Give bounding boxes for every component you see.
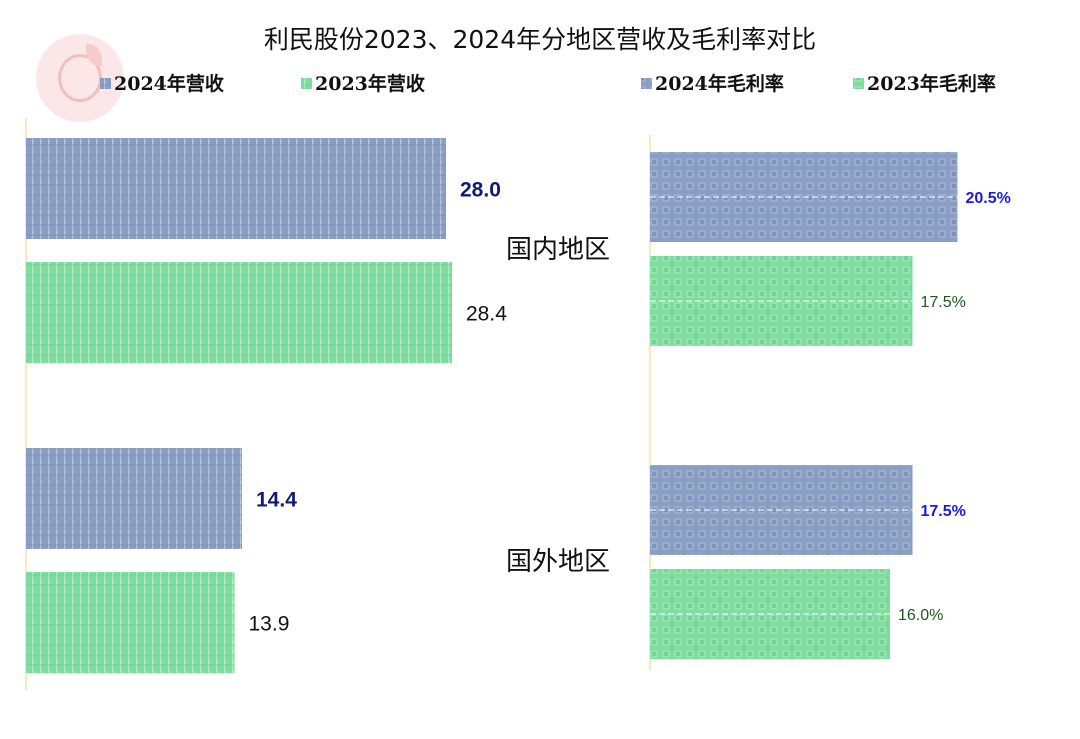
revenue-bar-2023-domestic (26, 262, 452, 363)
legend-label-gm-2023: 2023年毛利率 (867, 72, 996, 95)
legend-swatch-rev-2023 (301, 78, 312, 89)
chart-title: 利民股份2023、2024年分地区营收及毛利率对比 (264, 25, 816, 54)
revenue-bar-2023-overseas (26, 572, 235, 673)
margin-value-label-2024-domestic: 20.5% (966, 190, 1011, 207)
revenue-bars: 28.0 28.4 14.4 13.9 (26, 138, 507, 673)
margin-value-label-2024-overseas: 17.5% (921, 503, 966, 520)
margin-bars: 20.5% 17.5% 17.5% 16.0% (650, 152, 1011, 659)
revenue-value-label-2023-domestic: 28.4 (466, 303, 507, 326)
category-label-domestic: 国内地区 (506, 235, 610, 265)
category-label-overseas: 国外地区 (506, 547, 610, 577)
margin-value-label-2023-domestic: 17.5% (921, 294, 966, 311)
legend-swatch-rev-2024 (100, 78, 111, 89)
revenue-value-label-2024-overseas: 14.4 (256, 489, 297, 512)
legend-label-rev-2023: 2023年营收 (315, 72, 425, 95)
revenue-value-label-2023-overseas: 13.9 (249, 613, 290, 636)
revenue-value-label-2024-domestic: 28.0 (460, 179, 501, 202)
revenue-bar-2024-domestic (26, 138, 446, 239)
legend-swatch-gm-2023 (853, 78, 864, 89)
legend-label-gm-2024: 2024年毛利率 (655, 72, 784, 95)
margin-value-label-2023-overseas: 16.0% (898, 607, 943, 624)
company-logo-leaf (86, 44, 102, 66)
legend-swatch-gm-2024 (641, 78, 652, 89)
revenue-bar-2024-overseas (26, 448, 242, 549)
legend: 2024年营收 2023年营收 2024年毛利率 2023年毛利率 (100, 72, 996, 95)
legend-label-rev-2024: 2024年营收 (114, 72, 224, 95)
